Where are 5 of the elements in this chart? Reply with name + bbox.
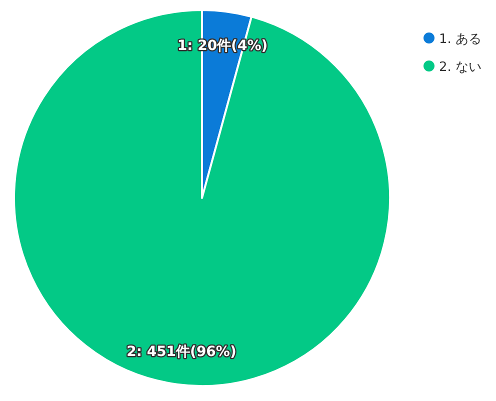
- slice-label: 2. ない: [439, 60, 482, 75]
- legend: 1. ある 2. ない: [424, 32, 482, 75]
- pie-slice: [13, 9, 391, 387]
- legend-label: 1. ある: [439, 32, 482, 47]
- data-label: 2: 451件(96%): [126, 344, 236, 360]
